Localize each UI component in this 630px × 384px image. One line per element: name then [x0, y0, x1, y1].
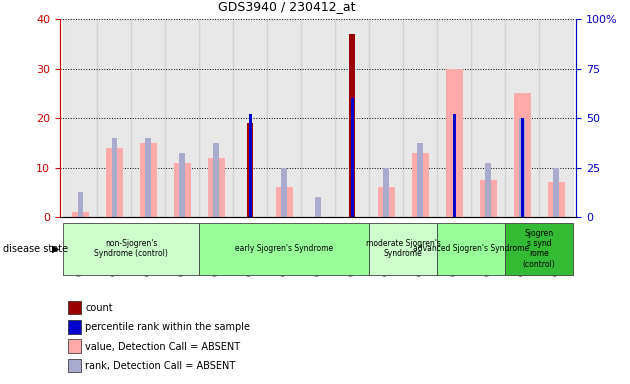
Bar	[67, 339, 81, 353]
Bar	[485, 162, 491, 217]
Bar	[301, 19, 335, 217]
Text: count: count	[85, 303, 113, 313]
Bar	[520, 118, 524, 217]
Bar	[140, 143, 157, 217]
Bar	[437, 223, 505, 275]
Bar	[471, 19, 505, 217]
Text: ▶: ▶	[52, 243, 59, 254]
Bar	[67, 301, 81, 314]
Bar	[505, 223, 573, 275]
Text: GDS3940 / 230412_at: GDS3940 / 230412_at	[218, 0, 355, 13]
Text: disease state: disease state	[3, 243, 68, 254]
Bar	[403, 19, 437, 217]
Bar	[384, 167, 389, 217]
Bar	[77, 192, 83, 217]
Bar	[180, 153, 185, 217]
Bar	[513, 93, 530, 217]
Text: value, Detection Call = ABSENT: value, Detection Call = ABSENT	[85, 342, 240, 352]
Bar	[335, 19, 369, 217]
Bar	[165, 19, 199, 217]
Bar	[208, 158, 225, 217]
Bar	[112, 138, 117, 217]
Bar	[63, 19, 97, 217]
Bar	[97, 19, 131, 217]
Bar	[316, 197, 321, 217]
Bar	[174, 162, 191, 217]
Bar	[437, 19, 471, 217]
Bar	[199, 223, 369, 275]
Bar	[233, 19, 267, 217]
Bar	[248, 123, 253, 217]
Bar	[249, 114, 252, 217]
Bar	[377, 187, 394, 217]
Bar	[351, 98, 353, 217]
Bar	[282, 167, 287, 217]
Text: non-Sjogren's
Syndrome (control): non-Sjogren's Syndrome (control)	[94, 239, 168, 258]
Bar	[539, 19, 573, 217]
Text: moderate Sjogren's
Syndrome: moderate Sjogren's Syndrome	[365, 239, 440, 258]
Bar	[63, 223, 199, 275]
Bar	[411, 153, 428, 217]
Bar	[67, 359, 81, 372]
Bar	[418, 143, 423, 217]
Bar	[131, 19, 165, 217]
Bar	[67, 320, 81, 334]
Bar	[479, 180, 496, 217]
Text: Sjogren
s synd
rome
(control): Sjogren s synd rome (control)	[523, 228, 556, 269]
Bar	[106, 148, 123, 217]
Bar	[350, 34, 355, 217]
Bar	[505, 19, 539, 217]
Bar	[72, 212, 89, 217]
Text: percentile rank within the sample: percentile rank within the sample	[85, 322, 250, 332]
Bar	[553, 167, 559, 217]
Text: early Sjogren's Syndrome: early Sjogren's Syndrome	[235, 244, 333, 253]
Bar	[199, 19, 233, 217]
Bar	[267, 19, 301, 217]
Bar	[369, 223, 437, 275]
Bar	[547, 182, 564, 217]
Bar	[452, 114, 455, 217]
Text: rank, Detection Call = ABSENT: rank, Detection Call = ABSENT	[85, 361, 235, 371]
Text: advanced Sjogren's Syndrome: advanced Sjogren's Syndrome	[413, 244, 529, 253]
Bar	[146, 138, 151, 217]
Bar	[276, 187, 293, 217]
Bar	[519, 118, 525, 217]
Bar	[445, 69, 462, 217]
Bar	[214, 143, 219, 217]
Bar	[369, 19, 403, 217]
